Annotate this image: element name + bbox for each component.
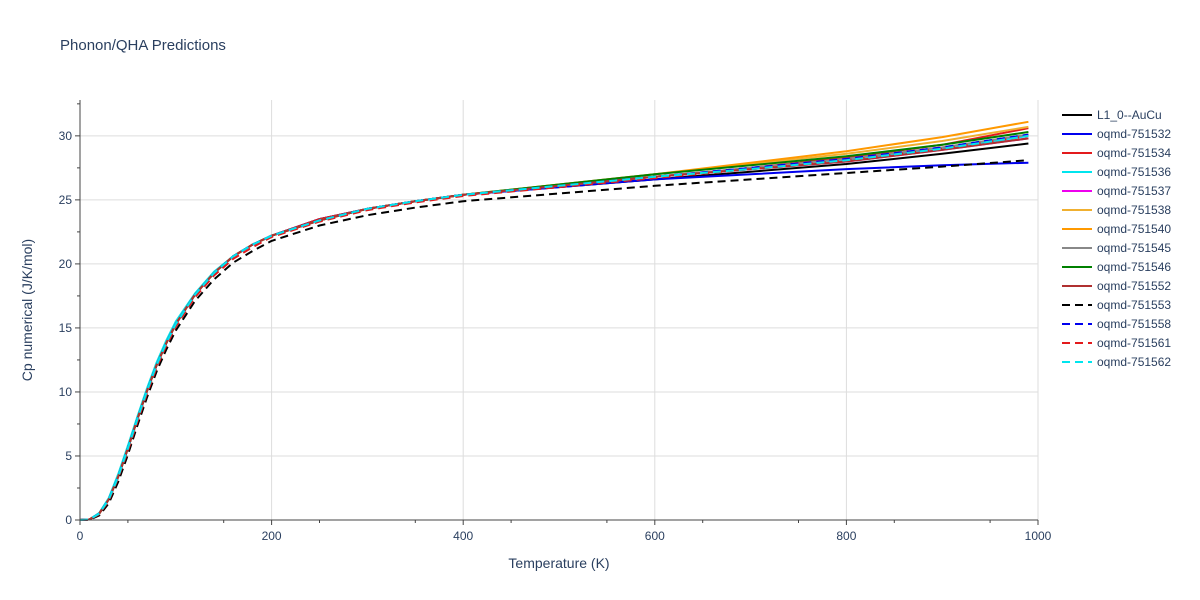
legend-label: oqmd-751536 [1097, 165, 1171, 179]
legend-item[interactable]: oqmd-751558 [1062, 317, 1171, 331]
legend-label: oqmd-751534 [1097, 146, 1171, 160]
legend-label: oqmd-751532 [1097, 127, 1171, 141]
legend-label: oqmd-751538 [1097, 203, 1171, 217]
legend-item[interactable]: oqmd-751562 [1062, 355, 1171, 369]
legend-item[interactable]: oqmd-751561 [1062, 336, 1171, 350]
x-tick-label: 400 [453, 529, 473, 543]
x-tick-label: 200 [262, 529, 282, 543]
legend-label: oqmd-751546 [1097, 260, 1171, 274]
axes: 0 200 400 600 800 1000 0 5 10 15 20 25 30 [59, 100, 1052, 543]
legend-label: oqmd-751553 [1097, 298, 1171, 312]
chart-title: Phonon/QHA Predictions [60, 37, 226, 54]
legend-item[interactable]: oqmd-751552 [1062, 279, 1171, 293]
x-tick-label: 0 [77, 529, 84, 543]
legend-label: oqmd-751540 [1097, 222, 1171, 236]
legend-item[interactable]: oqmd-751534 [1062, 146, 1171, 160]
x-tick-label: 1000 [1025, 529, 1052, 543]
legend-item[interactable]: oqmd-751537 [1062, 184, 1171, 198]
series-line-oqmd-751562 [79, 134, 1029, 521]
x-axis-title: Temperature (K) [508, 555, 609, 571]
y-tick-label: 0 [65, 513, 72, 527]
legend-label: oqmd-751558 [1097, 317, 1171, 331]
legend[interactable]: L1_0--AuCu oqmd-751532 oqmd-751534 oqmd-751… [1062, 108, 1171, 369]
legend-label: oqmd-751545 [1097, 241, 1171, 255]
y-tick-label: 30 [59, 129, 73, 143]
series-group [79, 120, 1029, 521]
legend-label: oqmd-751562 [1097, 355, 1171, 369]
legend-label: oqmd-751537 [1097, 184, 1171, 198]
y-tick-label: 20 [59, 257, 73, 271]
grid [80, 100, 1039, 520]
legend-label: oqmd-751552 [1097, 279, 1171, 293]
x-tick-label: 800 [836, 529, 856, 543]
legend-item[interactable]: oqmd-751536 [1062, 165, 1171, 179]
y-tick-label: 25 [59, 193, 73, 207]
y-tick-label: 10 [59, 385, 73, 399]
y-tick-label: 5 [65, 449, 72, 463]
legend-item[interactable]: L1_0--AuCu [1062, 108, 1162, 122]
legend-item[interactable]: oqmd-751540 [1062, 222, 1171, 236]
legend-item[interactable]: oqmd-751545 [1062, 241, 1171, 255]
x-tick-label: 600 [645, 529, 665, 543]
legend-item[interactable]: oqmd-751553 [1062, 298, 1171, 312]
legend-label: L1_0--AuCu [1097, 108, 1162, 122]
y-tick-label: 15 [59, 321, 73, 335]
legend-item[interactable]: oqmd-751538 [1062, 203, 1171, 217]
legend-label: oqmd-751561 [1097, 336, 1171, 350]
legend-item[interactable]: oqmd-751532 [1062, 127, 1171, 141]
legend-item[interactable]: oqmd-751546 [1062, 260, 1171, 274]
y-axis-title: Cp numerical (J/K/mol) [19, 239, 35, 381]
